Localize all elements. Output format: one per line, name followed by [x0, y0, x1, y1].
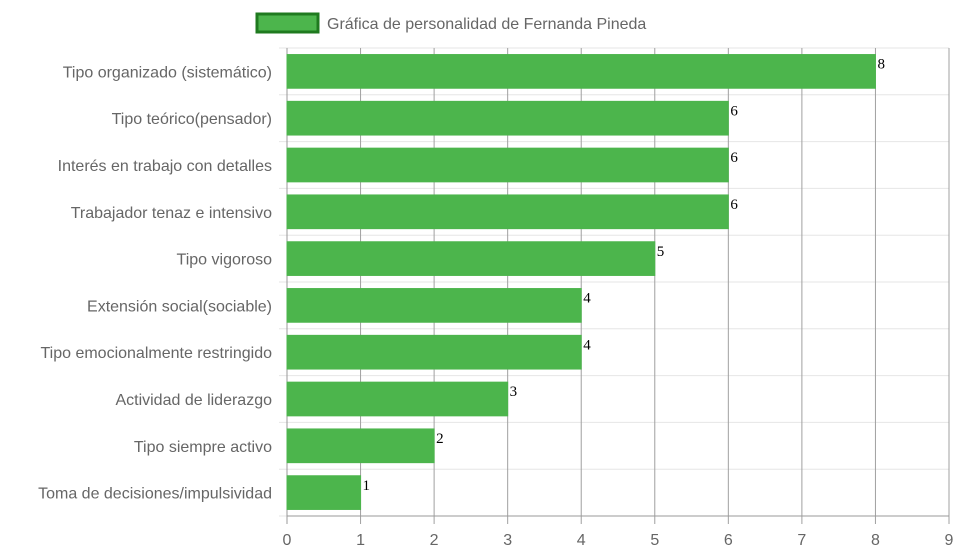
x-tick-label: 5: [650, 532, 659, 549]
data-label: 6: [730, 103, 738, 119]
data-label: 1: [363, 478, 371, 494]
data-label: 3: [510, 384, 517, 400]
data-label: 4: [583, 291, 591, 307]
data-label: 6: [730, 197, 738, 213]
chart-labels: Tipo organizado (sistemático) 8 Tipo teóri…: [38, 57, 885, 503]
category-label: Tipo organizado (sistemático): [63, 64, 272, 81]
data-label: 4: [583, 337, 591, 353]
bar[interactable]: [286, 194, 729, 230]
bar[interactable]: [286, 54, 876, 89]
category-label: Tipo emocionalmente restringido: [40, 345, 272, 362]
category-label: Tipo teórico(pensador): [112, 111, 272, 128]
bar[interactable]: [286, 428, 435, 464]
bar[interactable]: [286, 100, 729, 136]
category-label: Toma de decisiones/impulsividad: [38, 486, 272, 503]
chart-bars: [286, 54, 876, 510]
data-label: 8: [877, 57, 885, 73]
category-label: Tipo siempre activo: [134, 439, 272, 456]
x-tick-label: 7: [797, 532, 806, 549]
x-tick-label: 2: [430, 532, 439, 549]
category-label: Trabajador tenaz e intensivo: [71, 205, 272, 222]
category-label: Actividad de liderazgo: [115, 392, 272, 409]
category-label: Tipo vigoroso: [177, 252, 273, 269]
data-label: 2: [436, 431, 444, 447]
legend-label: Gráfica de personalidad de Fernanda Pine…: [327, 16, 646, 33]
bar[interactable]: [286, 381, 509, 417]
x-tick-label: 9: [945, 532, 954, 549]
category-label: Extensión social(sociable): [87, 298, 272, 315]
bar[interactable]: [286, 288, 582, 323]
x-tick-label: 0: [283, 532, 292, 549]
category-label: Interés en trabajo con detalles: [58, 158, 272, 175]
x-tick-label: 3: [503, 532, 512, 549]
x-tick-label: 1: [356, 532, 365, 549]
x-tick-label: 8: [871, 532, 880, 549]
legend-swatch: [255, 12, 320, 34]
x-tick-label: 6: [724, 532, 733, 549]
data-label: 6: [730, 150, 738, 166]
chart-axes: 0 1 2 3 4 5 6 7 8 9: [283, 515, 954, 549]
chart-legend[interactable]: Gráfica de personalidad de Fernanda Pine…: [255, 12, 646, 34]
x-tick-label: 4: [577, 532, 586, 549]
bar[interactable]: [286, 475, 362, 510]
bar[interactable]: [286, 241, 656, 276]
data-label: 5: [657, 244, 665, 260]
bar[interactable]: [286, 334, 582, 370]
bar[interactable]: [286, 147, 729, 183]
